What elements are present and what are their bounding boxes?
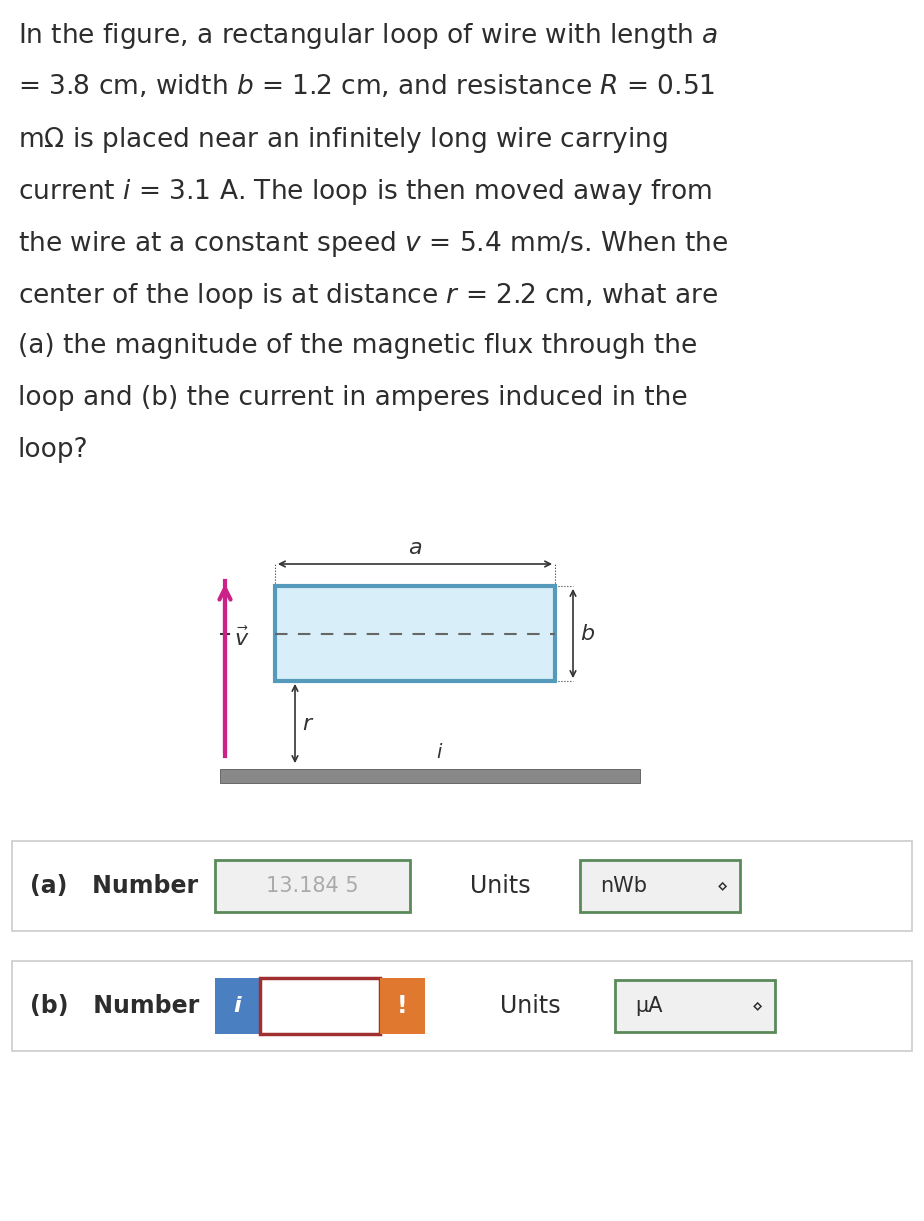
Text: (b)   Number: (b) Number bbox=[30, 994, 200, 1018]
Text: $b$: $b$ bbox=[580, 624, 595, 643]
Text: center of the loop is at distance $r$ = 2.2 cm, what are: center of the loop is at distance $r$ = … bbox=[18, 281, 719, 311]
Text: (a)   Number: (a) Number bbox=[30, 874, 198, 897]
Bar bbox=[12, 961, 912, 1051]
Text: !: ! bbox=[397, 994, 407, 1018]
Text: ⋄: ⋄ bbox=[751, 998, 762, 1015]
Text: $r$: $r$ bbox=[302, 713, 314, 734]
Text: Units: Units bbox=[500, 994, 561, 1018]
Text: μA: μA bbox=[635, 996, 663, 1016]
Text: = 3.8 cm, width $b$ = 1.2 cm, and resistance $R$ = 0.51: = 3.8 cm, width $b$ = 1.2 cm, and resist… bbox=[18, 73, 715, 100]
Text: loop and (b) the current in amperes induced in the: loop and (b) the current in amperes indu… bbox=[18, 385, 687, 411]
Bar bbox=[260, 978, 380, 1034]
Text: In the figure, a rectangular loop of wire with length $a$: In the figure, a rectangular loop of wir… bbox=[18, 21, 718, 51]
Text: $i$: $i$ bbox=[436, 744, 444, 762]
Text: current $i$ = 3.1 A. The loop is then moved away from: current $i$ = 3.1 A. The loop is then mo… bbox=[18, 177, 712, 208]
Bar bbox=[215, 860, 410, 912]
Text: Units: Units bbox=[470, 874, 530, 897]
Bar bbox=[380, 978, 425, 1034]
Text: (a) the magnitude of the magnetic flux through the: (a) the magnitude of the magnetic flux t… bbox=[18, 333, 698, 359]
Text: $a$: $a$ bbox=[407, 538, 422, 558]
Text: 13.184 5: 13.184 5 bbox=[266, 875, 359, 896]
Bar bbox=[615, 980, 775, 1032]
Bar bbox=[215, 978, 260, 1034]
Text: the wire at a constant speed $v$ = 5.4 mm/s. When the: the wire at a constant speed $v$ = 5.4 m… bbox=[18, 230, 728, 259]
Text: ⋄: ⋄ bbox=[716, 877, 727, 895]
Text: nWb: nWb bbox=[600, 875, 647, 896]
Bar bbox=[580, 860, 740, 912]
Text: loop?: loop? bbox=[18, 437, 89, 463]
Bar bbox=[220, 769, 640, 783]
Bar bbox=[12, 841, 912, 930]
Bar bbox=[275, 586, 555, 681]
Text: i: i bbox=[234, 996, 241, 1016]
Text: $\vec{v}$: $\vec{v}$ bbox=[234, 626, 249, 650]
Text: m$\Omega$ is placed near an infinitely long wire carrying: m$\Omega$ is placed near an infinitely l… bbox=[18, 125, 668, 155]
